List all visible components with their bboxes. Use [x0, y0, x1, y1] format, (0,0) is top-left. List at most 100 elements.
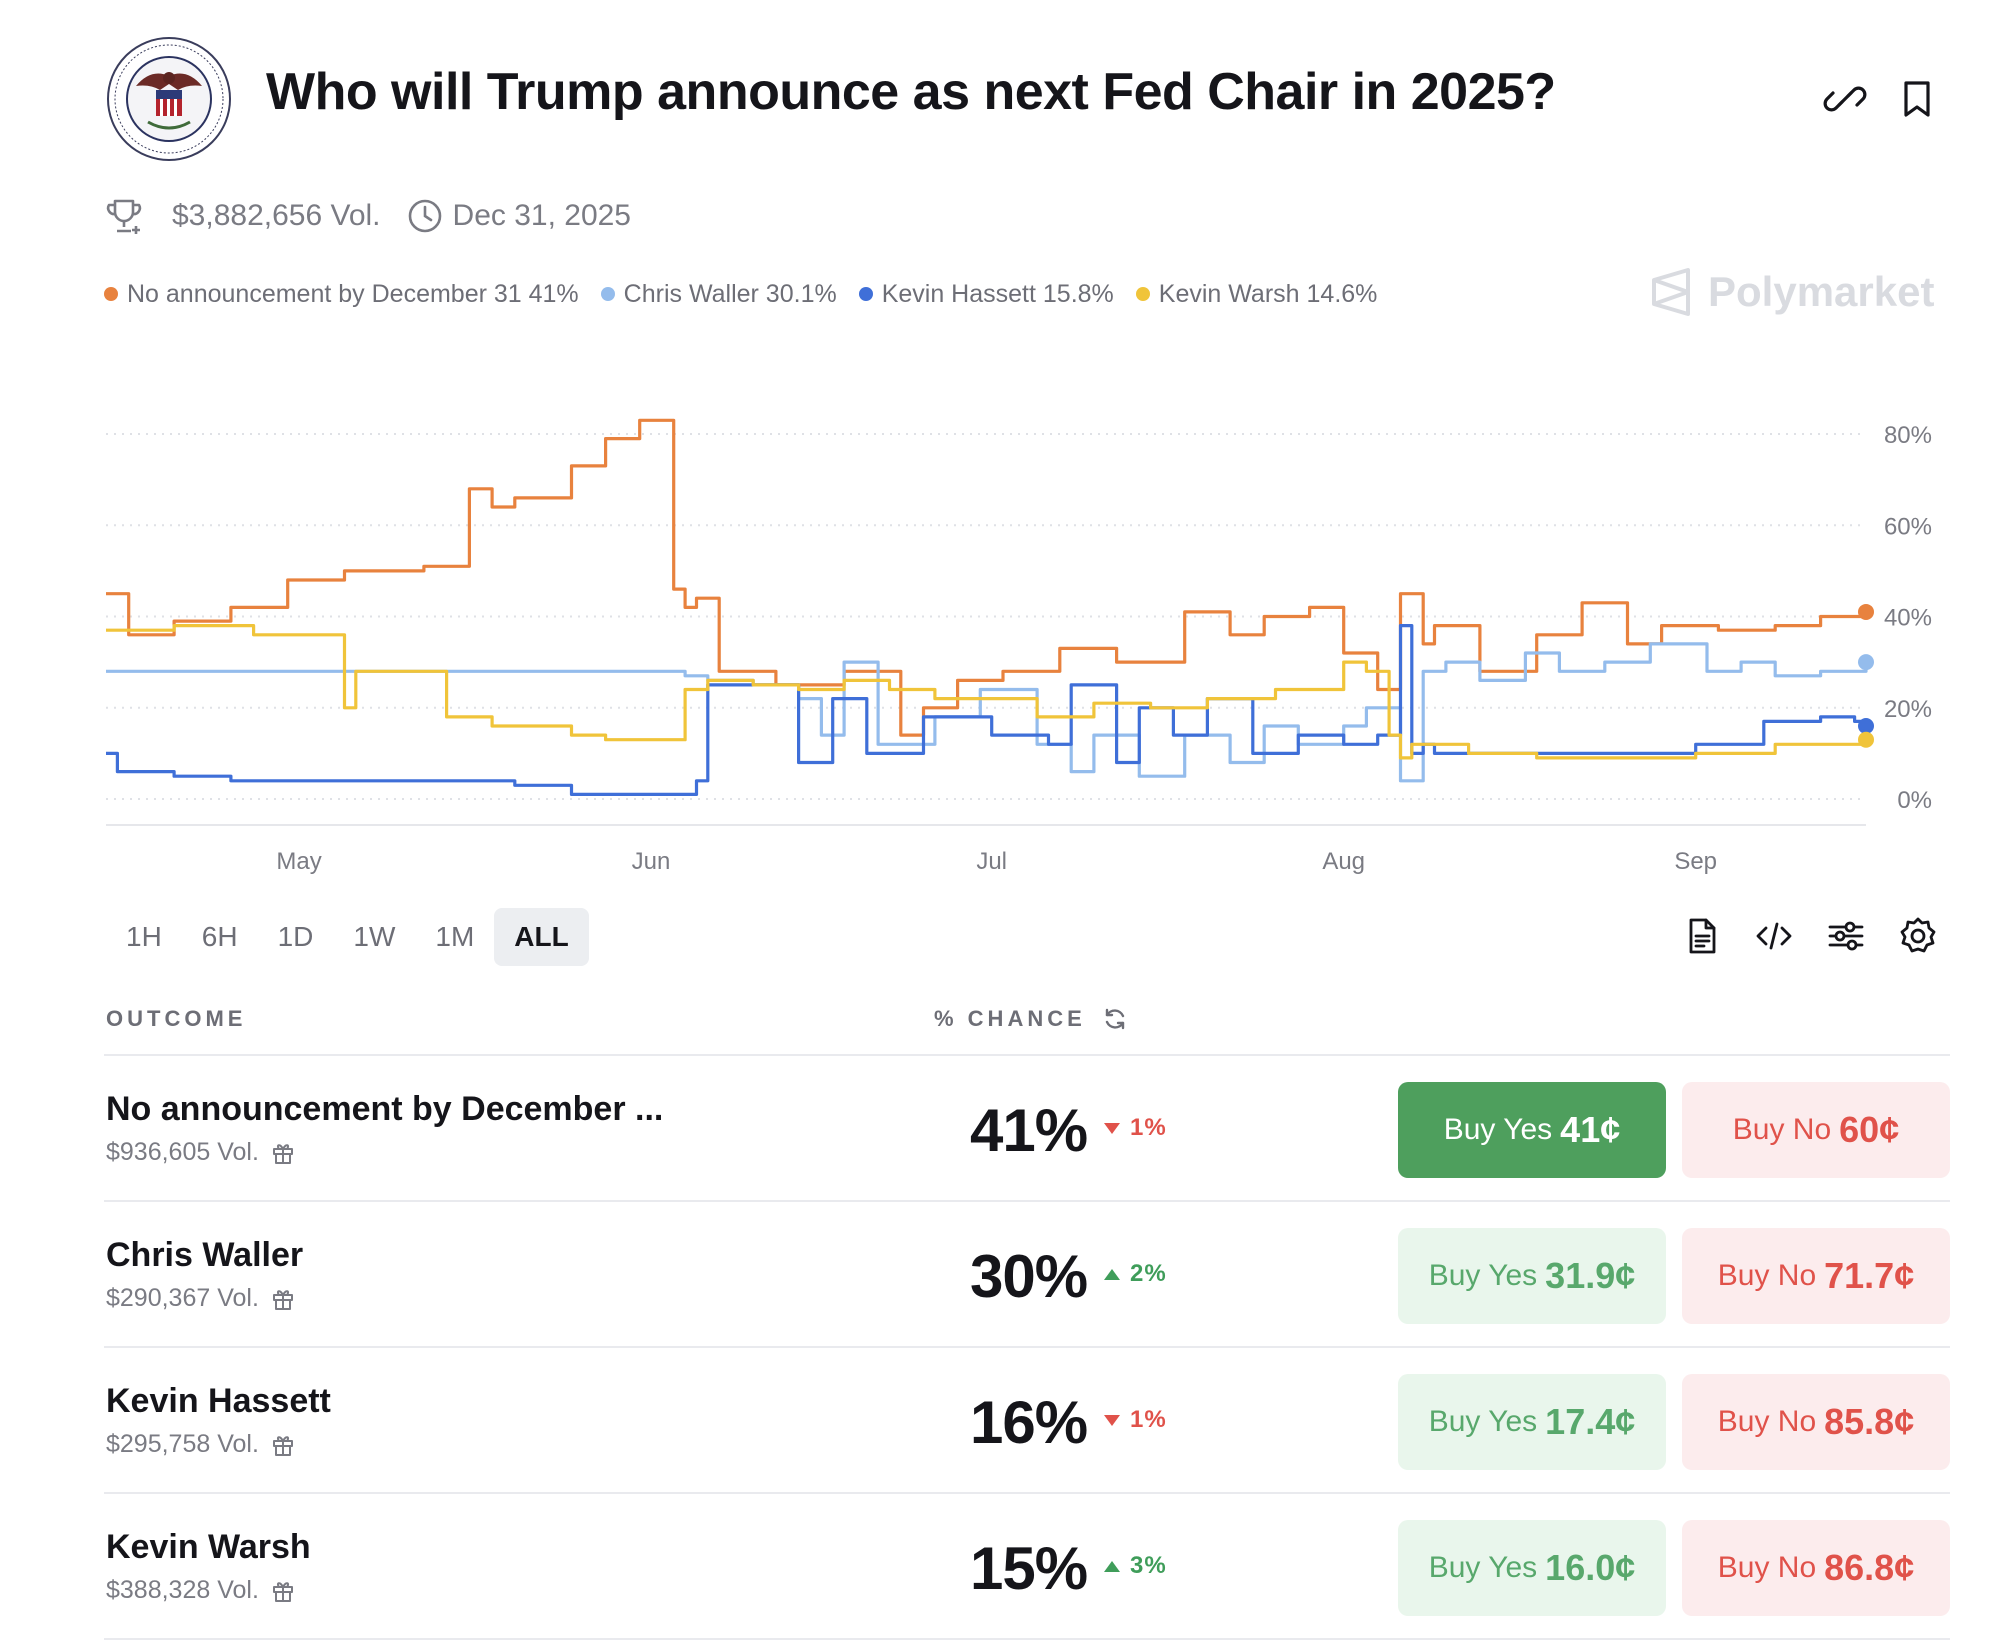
document-icon[interactable] [1682, 916, 1722, 956]
series-end-marker [1858, 718, 1874, 734]
gift-icon [272, 1435, 293, 1456]
outcome-chance: 15% [970, 1535, 1088, 1602]
outcome-change-value: 1% [1130, 1114, 1167, 1141]
series-line [106, 418, 1868, 737]
buy-yes-price: 17.4¢ [1545, 1401, 1636, 1442]
divider [104, 1054, 1950, 1056]
gift-icon [272, 1289, 293, 1310]
buy-no-button[interactable]: Buy No 71.7¢ [1682, 1228, 1950, 1324]
outcome-chance: 16% [970, 1389, 1088, 1456]
y-tick-label: 80% [1884, 422, 1932, 449]
outcome-chance: 30% [970, 1243, 1088, 1310]
buy-no-label: Buy No [1717, 1259, 1817, 1292]
refresh-icon[interactable] [1102, 1006, 1128, 1032]
outcome-row[interactable]: Kevin Warsh $388,328 Vol. 15% 3% Buy Yes… [0, 1494, 2016, 1640]
legend-dot [1135, 287, 1150, 301]
outcome-change-value: 3% [1130, 1552, 1167, 1579]
tab-1h[interactable]: 1H [126, 921, 162, 952]
outcome-name: Kevin Warsh [106, 1528, 311, 1566]
series-line [106, 624, 1868, 760]
buy-no-price: 85.8¢ [1824, 1401, 1915, 1442]
gift-icon [272, 1581, 293, 1602]
outcome-change: 3% [1104, 1552, 1167, 1580]
legend-label: Kevin Hassett 15.8% [881, 279, 1114, 308]
outcome-name: Kevin Hassett [106, 1382, 331, 1420]
market-meta: $3,882,656 Vol. Dec 31, 2025 [104, 194, 631, 238]
buy-no-label: Buy No [1732, 1113, 1832, 1146]
triangle-down-icon [1104, 1414, 1120, 1426]
column-header-chance-label: % CHANCE [934, 1006, 1086, 1031]
outcome-row[interactable]: No announcement by December ... $936,605… [0, 1056, 2016, 1202]
triangle-up-icon [1104, 1560, 1120, 1572]
y-tick-label: 20% [1884, 696, 1932, 723]
buy-yes-button[interactable]: Buy Yes 41¢ [1398, 1082, 1666, 1178]
legend-item: Kevin Warsh 14.6% [1135, 279, 1378, 309]
legend-item: Chris Waller 30.1% [600, 280, 837, 309]
outcome-name: No announcement by December ... [106, 1090, 664, 1128]
y-tick-label: 60% [1884, 513, 1932, 540]
tab-1m[interactable]: 1M [435, 921, 475, 952]
tab-6h[interactable]: 6H [201, 921, 238, 952]
buy-yes-label: Buy Yes [1428, 1551, 1538, 1584]
outcome-row[interactable]: Chris Waller $290,367 Vol. 30% 2% Buy Ye… [0, 1202, 2016, 1348]
x-tick-label: Jun [632, 848, 671, 875]
outcome-volume: $388,328 Vol. [106, 1576, 295, 1605]
outcome-row[interactable]: Kevin Hassett $295,758 Vol. 16% 1% Buy Y… [0, 1348, 2016, 1494]
buy-yes-button[interactable]: Buy Yes 16.0¢ [1398, 1520, 1666, 1616]
series-end-marker [1858, 654, 1874, 671]
x-tick-label: Jul [976, 848, 1007, 875]
period-tabs: 1H 6H 1D 1W 1M ALL [106, 908, 589, 966]
x-tick-label: Sep [1674, 848, 1717, 875]
market-end-date: Dec 31, 2025 [452, 199, 631, 232]
buy-no-button[interactable]: Buy No 85.8¢ [1682, 1374, 1950, 1470]
buy-yes-label: Buy Yes [1428, 1405, 1538, 1438]
x-tick-label: Aug [1322, 848, 1365, 875]
outcome-volume-value: $388,328 Vol. [106, 1576, 259, 1604]
buy-no-button[interactable]: Buy No 60¢ [1682, 1082, 1950, 1178]
outcome-volume-value: $290,367 Vol. [106, 1284, 259, 1312]
buy-yes-price: 31.9¢ [1545, 1255, 1636, 1296]
outcome-change-value: 2% [1130, 1260, 1167, 1287]
y-tick-label: 0% [1897, 787, 1932, 814]
divider [104, 1346, 1950, 1348]
code-icon[interactable] [1754, 916, 1794, 956]
x-tick-label: May [276, 848, 321, 875]
tab-1d[interactable]: 1D [277, 921, 314, 952]
series-end-marker [1858, 603, 1874, 620]
buy-yes-label: Buy Yes [1443, 1113, 1553, 1146]
series-end-marker [1858, 731, 1874, 748]
buy-no-button[interactable]: Buy No 86.8¢ [1682, 1520, 1950, 1616]
price-history-chart[interactable]: 80% 60% 40% 20% 0% May Jun Jul Aug Sep [0, 400, 2016, 880]
tab-1w[interactable]: 1W [353, 921, 396, 952]
sliders-icon[interactable] [1826, 916, 1866, 956]
buy-yes-button[interactable]: Buy Yes 17.4¢ [1398, 1374, 1666, 1470]
divider [104, 1638, 1950, 1640]
buy-no-price: 86.8¢ [1824, 1547, 1915, 1588]
tab-all[interactable]: ALL [494, 908, 589, 966]
outcome-change: 2% [1104, 1260, 1167, 1288]
divider [104, 1492, 1950, 1494]
link-icon[interactable] [1822, 76, 1868, 122]
outcome-volume: $295,758 Vol. [106, 1430, 295, 1459]
bookmark-icon[interactable] [1894, 76, 1940, 122]
divider [104, 1200, 1950, 1202]
outcome-name: Chris Waller [106, 1236, 304, 1274]
outcome-volume: $936,605 Vol. [106, 1138, 295, 1167]
trophy-icon [106, 199, 142, 234]
legend-label: No announcement by December 31 41% [127, 279, 579, 308]
column-header-chance: % CHANCE [934, 1006, 1128, 1032]
outcome-chance: 41% [970, 1097, 1088, 1164]
gift-icon [272, 1143, 293, 1164]
outcome-change: 1% [1104, 1406, 1167, 1434]
page-title: Who will Trump announce as next Fed Chai… [266, 63, 1556, 121]
buy-yes-button[interactable]: Buy Yes 31.9¢ [1398, 1228, 1666, 1324]
gear-icon[interactable] [1898, 916, 1938, 956]
buy-yes-label: Buy Yes [1428, 1259, 1538, 1292]
buy-no-price: 60¢ [1839, 1109, 1900, 1150]
buy-no-label: Buy No [1717, 1551, 1817, 1584]
series-line [106, 624, 1868, 796]
market-volume: $3,882,656 Vol. [172, 199, 381, 232]
buy-yes-price: 16.0¢ [1545, 1547, 1636, 1588]
legend-label: Kevin Warsh 14.6% [1158, 279, 1378, 308]
federal-reserve-seal [107, 37, 231, 161]
